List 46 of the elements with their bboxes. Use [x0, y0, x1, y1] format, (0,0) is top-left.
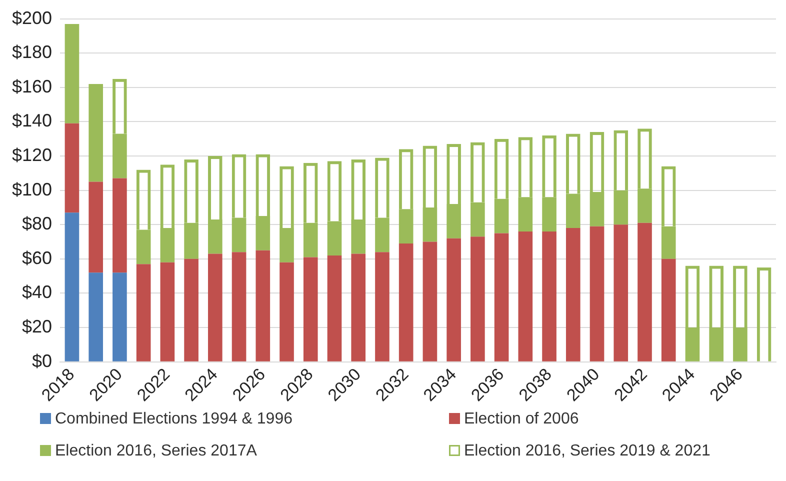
bar: [208, 254, 222, 362]
bar: [398, 243, 414, 362]
bar: [232, 252, 246, 362]
legend-label: Election of 2006: [464, 410, 579, 428]
bar: [470, 236, 485, 362]
y-tick-label: $40: [22, 282, 52, 302]
bar: [256, 250, 270, 362]
bar: [614, 224, 628, 362]
y-tick-label: $120: [12, 144, 52, 165]
bar: [64, 212, 80, 362]
y-tick-label: $80: [22, 214, 52, 234]
bar: [351, 254, 366, 362]
bar: [422, 242, 438, 362]
bar: [64, 123, 80, 213]
legend-label: Election 2016, Series 2017A: [55, 442, 258, 460]
y-tick-label: $0: [32, 350, 52, 371]
bar: [280, 262, 294, 362]
y-tick-label: $140: [12, 110, 52, 131]
bar: [136, 264, 151, 362]
y-tick-label: $180: [12, 42, 52, 62]
bar: [88, 272, 103, 362]
legend-label: Election 2016, Series 2019 & 2021: [464, 442, 710, 460]
bar: [112, 272, 127, 362]
y-tick-label: $160: [12, 76, 52, 96]
bar: [494, 233, 509, 362]
y-tick-label: $100: [12, 179, 52, 200]
bar: [112, 178, 127, 273]
bar: [542, 231, 556, 362]
bar: [64, 24, 80, 124]
bar: [327, 255, 342, 362]
bar: [160, 262, 175, 362]
bar: [661, 258, 676, 362]
bar: [446, 238, 461, 362]
bar: [184, 258, 198, 362]
bar: [590, 226, 604, 362]
y-tick-label: $60: [22, 248, 52, 268]
legend-label: Combined Elections 1994 & 1996: [55, 410, 293, 428]
bar: [518, 231, 533, 362]
bar: [566, 228, 580, 362]
bar: [88, 182, 103, 273]
bar: [375, 252, 390, 362]
bar: [303, 257, 318, 362]
bar: [88, 84, 103, 182]
bar: [638, 222, 652, 362]
y-tick-label: $20: [22, 316, 52, 336]
y-tick-label: $200: [12, 8, 52, 28]
